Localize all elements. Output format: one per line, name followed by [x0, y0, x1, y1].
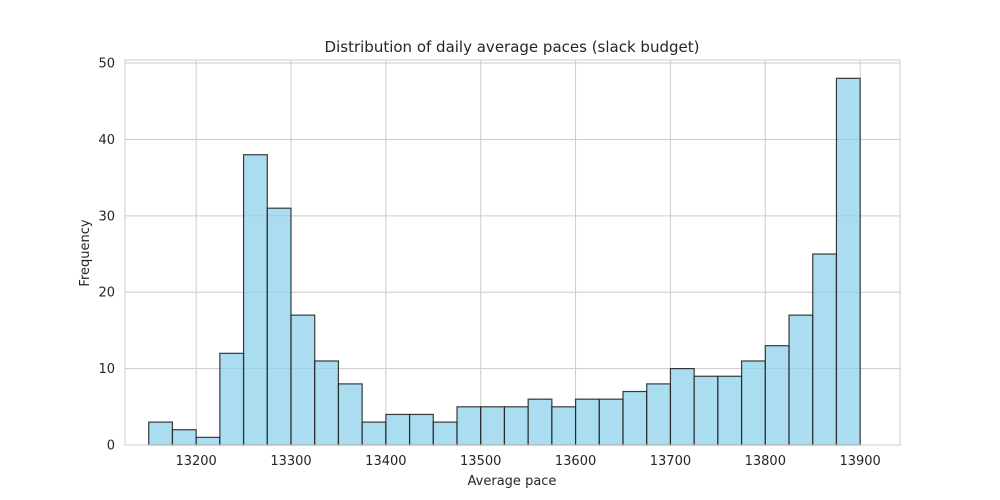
y-axis-label: Frequency	[78, 219, 93, 286]
x-tick-label: 13800	[745, 454, 786, 469]
histogram-bar	[717, 375, 743, 446]
histogram-bar	[171, 429, 197, 446]
histogram-bar	[646, 383, 672, 446]
y-tick-label: 20	[98, 286, 115, 301]
histogram-bar	[669, 368, 695, 446]
histogram-bar	[551, 406, 577, 446]
histogram-bar	[432, 421, 458, 446]
y-tick-labels: 0 10 20 30 40 50	[98, 57, 115, 454]
x-tick-label: 13500	[460, 454, 501, 469]
x-axis-label: Average pace	[468, 474, 557, 489]
histogram-bar	[266, 207, 292, 446]
histogram-bar	[242, 154, 268, 446]
x-tick-label: 13400	[365, 454, 406, 469]
histogram-bar	[385, 413, 411, 446]
histogram-bar	[408, 413, 434, 446]
y-tick-label: 40	[98, 133, 115, 148]
histogram-bar	[835, 77, 861, 446]
histogram-bar	[314, 360, 340, 446]
histogram-bar	[219, 352, 245, 446]
histogram-bar	[456, 406, 482, 446]
chart-title: Distribution of daily average paces (sla…	[325, 38, 700, 56]
y-tick-label: 30	[98, 209, 115, 224]
histogram-bar	[290, 314, 316, 446]
histogram-bar	[574, 398, 600, 446]
histogram-bar	[527, 398, 553, 446]
x-tick-label: 13700	[650, 454, 691, 469]
histogram-bar	[740, 360, 766, 446]
histogram-bar	[598, 398, 624, 446]
histogram-bar	[812, 253, 838, 446]
histogram-bar	[503, 406, 529, 446]
histogram-bar	[361, 421, 387, 446]
x-tick-label: 13900	[839, 454, 880, 469]
x-tick-labels: 13200 13300 13400 13500 13600 13700 13800 13900	[175, 454, 880, 469]
histogram-bar	[693, 375, 719, 446]
y-tick-label: 0	[107, 439, 115, 454]
histogram-bar	[337, 383, 363, 446]
plot-frame	[124, 59, 901, 446]
histogram-bar	[622, 390, 648, 446]
bars-layer	[148, 77, 861, 446]
y-tick-label: 10	[98, 362, 115, 377]
histogram-bar	[480, 406, 506, 446]
histogram-bar	[195, 436, 221, 446]
x-tick-label: 13200	[175, 454, 216, 469]
histogram-bar	[788, 314, 814, 446]
histogram-bar	[148, 421, 174, 446]
x-tick-label: 13300	[270, 454, 311, 469]
histogram-bar	[764, 345, 790, 446]
y-tick-label: 50	[98, 57, 115, 72]
x-tick-label: 13600	[555, 454, 596, 469]
